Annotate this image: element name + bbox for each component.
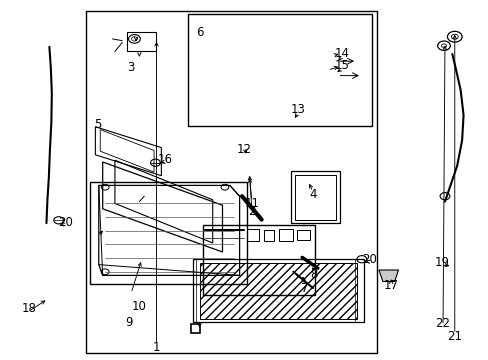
Bar [294,175,335,220]
Text: 13: 13 [290,103,305,116]
Text: 19: 19 [434,256,449,269]
Bar [127,32,156,51]
Text: 4: 4 [308,188,316,201]
Text: 8: 8 [310,268,318,281]
Text: 17: 17 [383,279,398,292]
Bar [297,230,309,240]
Bar [203,225,315,295]
Text: 10: 10 [132,300,146,313]
Text: 21: 21 [447,330,461,343]
Bar [264,230,273,241]
Text: 2: 2 [247,205,255,218]
Bar [290,171,339,223]
Text: 7: 7 [300,282,308,294]
Text: 20: 20 [58,216,73,229]
Text: 6: 6 [195,26,203,39]
Bar [190,324,199,333]
Bar [278,229,293,241]
Text: 18: 18 [21,302,36,315]
Bar [200,263,356,319]
Text: 14: 14 [334,47,349,60]
Text: 5: 5 [94,118,102,131]
Text: 16: 16 [158,153,172,166]
Bar [90,182,246,284]
Bar [246,229,259,241]
Text: 22: 22 [435,317,449,330]
Text: 9: 9 [124,316,132,329]
Bar [193,259,364,322]
Bar [188,14,371,126]
Text: 12: 12 [237,143,251,156]
Text: 3: 3 [127,61,135,74]
Text: 11: 11 [244,197,259,210]
Text: 1: 1 [152,341,160,354]
Text: 20: 20 [361,253,376,266]
Polygon shape [378,270,398,282]
Text: 15: 15 [334,59,349,72]
Bar [85,11,376,353]
